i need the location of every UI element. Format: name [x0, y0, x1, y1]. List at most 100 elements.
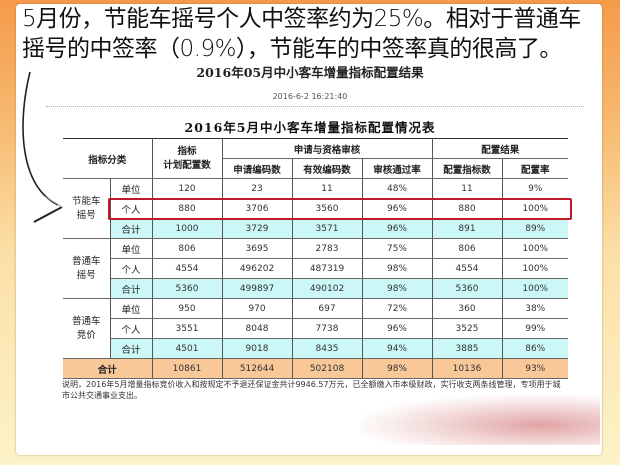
row-sub: 合计: [110, 278, 153, 299]
cell-plan: 806: [151, 238, 223, 259]
publish-timestamp: 2016-6-2 16:21:40: [272, 92, 348, 101]
cell-rate: 100%: [501, 278, 568, 299]
cell-apply: 499897: [221, 278, 293, 299]
cell-rate: 99%: [501, 318, 568, 339]
header-row-2: 申请编码数 有效编码数 审核通过率 配置指标数 配置率: [63, 158, 568, 179]
header-plan: 指标 计划配置数: [151, 138, 223, 179]
cell-alloc: 3885: [431, 338, 503, 359]
cell-valid: 3571: [291, 218, 363, 239]
cell-alloc: 11: [431, 178, 503, 199]
row-sub: 单位: [109, 298, 153, 319]
header-result-group: 配置结果: [431, 138, 568, 159]
table-row: 个人 880 3706 3560 96% 880 100%: [63, 198, 568, 219]
subtotal-row: 合计 1000 3729 3571 96% 891 89%: [63, 218, 568, 239]
cell-apply: 23: [221, 178, 293, 199]
row-sub: 个人: [110, 198, 153, 219]
header-apply-codes: 申请编码数: [222, 158, 293, 179]
cell-apply: 970: [221, 298, 293, 319]
cell-alloc: 4554: [431, 258, 503, 279]
headline-line-1: 5月份，节能车摇号个人中签率约为25%。相对于普通车: [22, 6, 581, 32]
row-sub: 单位: [109, 238, 153, 259]
header-category: 指标分类: [63, 138, 153, 179]
cell-plan: 4501: [151, 338, 223, 359]
article-subtitle: 2016年05月中小客车增量指标配置结果: [196, 65, 424, 80]
cell-apply: 8048: [221, 318, 293, 339]
cell-valid: 7738: [291, 318, 363, 339]
table-row: 个人 4554 496202 487319 98% 4554 100%: [63, 258, 568, 279]
cell-valid: 697: [291, 298, 363, 319]
cell-apply: 512644: [221, 358, 293, 379]
cell-plan: 1000: [151, 218, 223, 239]
header-plan-line-1: 指标: [177, 145, 197, 157]
cell-pass: 94%: [361, 338, 433, 359]
subtotal-row: 合计 5360 499897 490102 98% 5360 100%: [63, 278, 568, 299]
cell-pass: 98%: [361, 258, 433, 279]
cell-rate: 100%: [501, 258, 568, 279]
cell-pass: 72%: [361, 298, 433, 319]
table-row: 节能车 摇号 单位 120 23 11 48% 11 9%: [63, 178, 568, 239]
cell-valid: 3560: [291, 198, 363, 219]
cell-pass: 75%: [361, 238, 433, 259]
header-plan-line-2: 计划配置数: [163, 159, 211, 171]
headline-line-2: 摇号的中签率（0.9%），节能车的中签率真的很高了。: [22, 36, 562, 62]
cell-valid: 502108: [291, 358, 363, 379]
cell-rate: 100%: [501, 238, 568, 259]
table-row: 个人 3551 8048 7738 96% 3525 99%: [63, 318, 568, 339]
cell-alloc: 880: [431, 198, 503, 219]
cell-plan: 4554: [151, 258, 223, 279]
cell-plan: 950: [151, 298, 223, 319]
group-label-line-2: 竞价: [76, 329, 96, 341]
cell-valid: 490102: [291, 278, 363, 299]
subtotal-row: 合计 4501 9018 8435 94% 3885 86%: [63, 338, 568, 359]
group-label-line-2: 摇号: [76, 269, 96, 281]
row-sub: 个人: [110, 258, 153, 279]
table-title: 2016年5月中小客车增量指标配置情况表: [184, 120, 436, 135]
group-label-line-1: 普通车: [71, 255, 101, 267]
cell-apply: 3729: [221, 218, 293, 239]
cell-valid: 487319: [291, 258, 363, 279]
decorative-scenery-image: [360, 395, 600, 445]
row-sub: 合计: [110, 338, 153, 359]
cell-apply: 3706: [221, 198, 293, 219]
cell-pass: 96%: [361, 198, 433, 219]
header-alloc-rate: 配置率: [501, 158, 568, 179]
cell-pass: 98%: [361, 278, 433, 299]
row-sub: 合计: [110, 218, 153, 239]
header-pass-rate: 审核通过率: [361, 158, 433, 179]
allocation-table: 指标分类 指标 计划配置数 申请与资格审核 配置结果 申请编码数 有效编码数 审…: [63, 138, 568, 379]
group-label: 节能车 摇号: [63, 178, 111, 239]
cell-alloc: 806: [431, 238, 503, 259]
cell-pass: 98%: [361, 358, 433, 379]
cell-pass: 96%: [361, 318, 433, 339]
cell-apply: 9018: [221, 338, 293, 359]
header-apply-group: 申请与资格审核: [221, 138, 433, 159]
dotted-divider: [46, 106, 584, 107]
header-valid-codes: 有效编码数: [291, 158, 363, 179]
group-label-line-2: 摇号: [76, 209, 96, 221]
cell-alloc: 891: [431, 218, 503, 239]
cell-rate: 9%: [501, 178, 568, 199]
cell-plan: 3551: [151, 318, 223, 339]
cell-apply: 496202: [221, 258, 293, 279]
cell-pass: 96%: [361, 218, 433, 239]
footnote: 说明，2016年5月增量指标竞价收入和按规定不予退还保证金共计9946.57万元…: [62, 380, 561, 400]
headline: 5月份，节能车摇号个人中签率约为25%。相对于普通车 摇号的中签率（0.9%），…: [22, 4, 602, 64]
cell-alloc: 3525: [431, 318, 503, 339]
cell-valid: 11: [291, 178, 363, 199]
group-label: 普通车 竞价: [63, 298, 111, 359]
cell-rate: 38%: [501, 298, 568, 319]
header-alloc-count: 配置指标数: [431, 158, 503, 179]
cell-plan: 120: [151, 178, 223, 199]
header-row-1: 指标分类 指标 计划配置数 申请与资格审核 配置结果: [63, 138, 568, 179]
cell-plan: 10861: [151, 358, 223, 379]
cell-plan: 880: [151, 198, 223, 219]
cell-rate: 93%: [501, 358, 568, 379]
cell-alloc: 360: [431, 298, 503, 319]
group-label-line-1: 节能车: [71, 195, 101, 207]
cell-plan: 5360: [151, 278, 223, 299]
cell-alloc: 5360: [431, 278, 503, 299]
cell-rate: 100%: [501, 198, 568, 219]
cell-alloc: 10136: [431, 358, 503, 379]
cell-valid: 2783: [291, 238, 363, 259]
cell-rate: 89%: [501, 218, 568, 239]
